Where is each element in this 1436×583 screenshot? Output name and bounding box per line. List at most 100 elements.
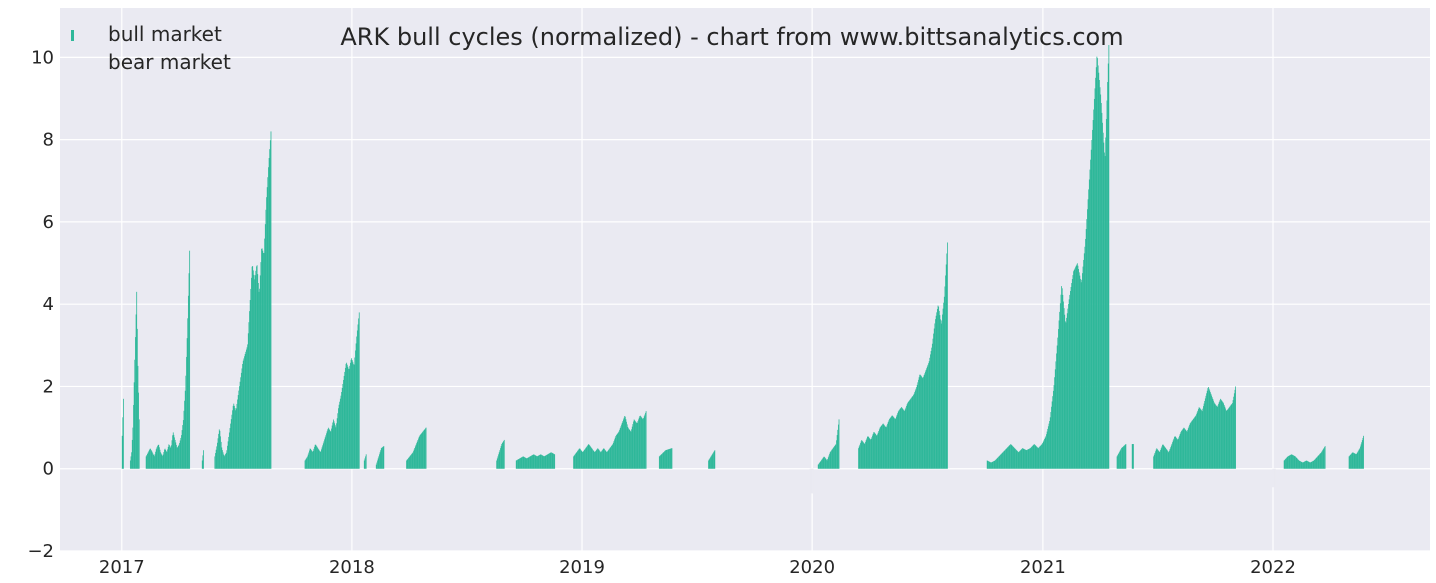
bull-market-bar	[590, 447, 592, 469]
bull-market-bar	[1075, 267, 1076, 469]
bull-market-bar	[501, 443, 503, 469]
bull-market-bar	[583, 450, 585, 469]
bull-market-bar	[1067, 308, 1069, 469]
bull-market-bar	[184, 400, 185, 469]
bull-market-bar	[986, 460, 988, 469]
bull-market-bar	[1184, 428, 1185, 469]
bull-market-bar	[344, 367, 346, 469]
bull-market-bar	[268, 167, 269, 469]
bull-market-bar	[1153, 454, 1155, 469]
bull-market-bar	[1104, 152, 1105, 469]
bull-market-bar	[418, 438, 419, 469]
bull-market-bar	[498, 452, 500, 469]
bull-market-bar	[924, 373, 926, 469]
bull-market-bar	[1309, 462, 1311, 469]
bull-market-bar	[1199, 407, 1201, 469]
bull-market-bar	[891, 415, 893, 469]
bull-market-bar	[537, 455, 539, 469]
bull-market-bar	[577, 450, 579, 469]
bull-market-bar	[540, 454, 542, 469]
bull-market-bar	[137, 365, 139, 469]
bull-market-bar	[859, 444, 861, 469]
bull-market-bar	[1164, 447, 1166, 469]
bull-market-bar	[1161, 446, 1163, 469]
bull-market-bar	[1070, 290, 1071, 469]
bull-market-bar	[549, 453, 551, 469]
bull-market-bar	[244, 356, 245, 469]
bull-market-bar	[503, 440, 505, 469]
bull-market-bar	[836, 435, 838, 469]
bull-market-bar	[134, 359, 136, 469]
bull-market-bar	[1299, 460, 1301, 469]
bull-market-bar	[995, 459, 997, 469]
bull-market-bar	[1294, 456, 1296, 469]
bull-market-bar	[228, 436, 230, 469]
bear-market-bar	[1274, 468, 1276, 488]
y-tick-label: 6	[43, 212, 54, 233]
bull-market-bar	[408, 458, 409, 469]
bull-market-bar	[639, 415, 641, 469]
bull-market-bar	[1317, 456, 1318, 469]
bull-market-bar	[837, 424, 839, 469]
bull-market-bar	[346, 362, 348, 469]
bull-market-bar	[1087, 209, 1088, 469]
bull-market-bar	[1295, 457, 1297, 469]
bull-market-bar	[1288, 456, 1289, 469]
bull-market-bar	[880, 426, 882, 469]
bull-market-bar	[236, 403, 238, 469]
bull-market-bar	[1193, 418, 1195, 469]
y-tick-label: −2	[27, 541, 54, 562]
bull-market-bar	[324, 439, 325, 469]
bull-market-bar	[1055, 361, 1057, 469]
chart-title: ARK bull cycles (normalized) - chart fro…	[340, 23, 1123, 51]
bull-market-bar	[322, 443, 324, 469]
bull-market-bar	[1167, 451, 1169, 469]
bull-market-bar	[1302, 462, 1304, 469]
bull-market-bar	[918, 379, 919, 469]
bull-market-bar	[601, 450, 603, 469]
bull-market-bar	[1353, 452, 1354, 469]
bull-market-bar	[1320, 452, 1322, 469]
bull-market-bar	[147, 453, 148, 469]
bull-market-bar	[908, 401, 910, 469]
bull-market-bar	[1196, 412, 1198, 469]
bull-market-bar	[925, 371, 926, 469]
bull-market-bar	[339, 398, 341, 469]
bull-market-bar	[182, 425, 184, 469]
bull-market-bar	[583, 450, 585, 469]
bull-market-bar	[1032, 445, 1033, 469]
bull-market-bar	[935, 319, 936, 469]
bull-market-bar	[946, 253, 948, 469]
bull-market-bar	[1020, 450, 1021, 469]
bull-market-bar	[990, 462, 992, 469]
bull-market-bar	[545, 455, 547, 469]
bull-market-bar	[826, 460, 828, 469]
bull-market-bar	[630, 431, 632, 469]
bull-market-bar	[352, 362, 354, 469]
bull-market-bar	[993, 461, 994, 469]
bull-market-bar	[602, 449, 603, 469]
bull-market-bar	[614, 437, 616, 469]
bull-market-bar	[590, 446, 592, 469]
bull-market-bar	[996, 458, 998, 469]
bull-market-bar	[580, 449, 581, 469]
bull-market-bar	[169, 445, 170, 469]
bull-market-bar	[941, 320, 943, 469]
bull-market-bar	[231, 414, 233, 469]
bull-market-bar	[411, 453, 413, 469]
bull-market-bar	[230, 423, 232, 469]
bull-market-bar	[1103, 142, 1105, 469]
x-tick-label: 2019	[559, 557, 605, 578]
bull-market-bar	[517, 459, 519, 469]
bull-market-bar	[1358, 449, 1360, 469]
bull-market-bar	[1220, 398, 1221, 469]
bull-market-bar	[889, 418, 891, 469]
bull-market-bar	[610, 446, 612, 469]
bull-market-bar	[241, 368, 243, 469]
bull-market-bar	[1088, 189, 1090, 469]
bull-market-bar	[420, 433, 422, 469]
bull-market-bar	[168, 444, 170, 469]
bear-market-bar	[1273, 468, 1274, 488]
bull-market-bar	[926, 366, 928, 469]
bull-market-bar	[412, 452, 414, 469]
